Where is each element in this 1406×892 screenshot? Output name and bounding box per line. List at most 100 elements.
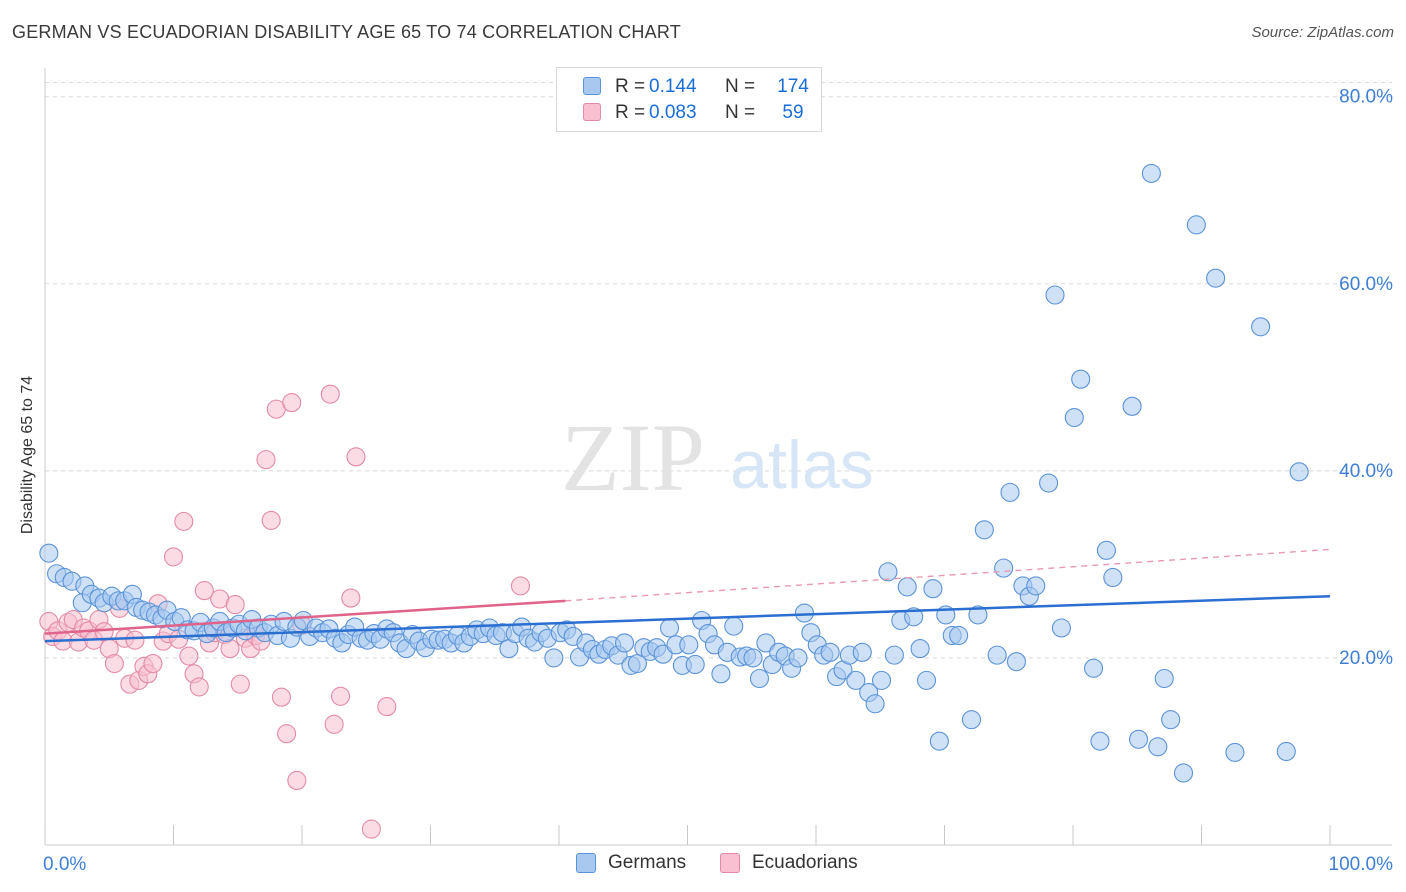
data-point xyxy=(320,384,340,404)
data-point xyxy=(1026,576,1046,596)
data-point xyxy=(884,645,904,665)
data-point xyxy=(878,562,898,582)
data-point xyxy=(287,770,307,791)
data-point xyxy=(1084,658,1104,678)
data-point xyxy=(220,639,240,659)
data-point xyxy=(865,694,885,714)
data-point xyxy=(685,654,705,675)
legend-n-value: 174 xyxy=(777,76,809,97)
legend-r-label: R = xyxy=(615,76,646,97)
watermark-zip: ZIP xyxy=(561,404,705,511)
y-tick-label: 20.0% xyxy=(1339,648,1393,669)
data-point xyxy=(361,819,381,839)
y-tick-label: 80.0% xyxy=(1339,87,1393,108)
data-point xyxy=(1051,618,1071,638)
legend-swatch-ecuadorians xyxy=(720,853,740,873)
legend-label-germans: Germans xyxy=(608,852,687,873)
data-point xyxy=(929,731,949,751)
axes xyxy=(44,68,1392,846)
data-point xyxy=(994,558,1014,578)
data-point xyxy=(1096,540,1116,560)
data-point xyxy=(256,450,276,470)
data-point xyxy=(271,687,291,707)
trend-lines xyxy=(44,548,1331,643)
series-ecuadorians xyxy=(39,384,531,839)
data-point xyxy=(544,648,564,668)
watermark-atlas: atlas xyxy=(730,427,874,503)
data-point xyxy=(788,648,808,668)
data-point xyxy=(1141,163,1161,183)
data-point xyxy=(916,670,937,690)
data-point xyxy=(1186,215,1206,235)
data-point xyxy=(1090,731,1110,751)
data-point xyxy=(1289,462,1309,482)
data-point xyxy=(1071,369,1091,389)
legend-swatch-germans xyxy=(576,853,596,873)
data-point xyxy=(897,577,917,597)
data-point xyxy=(756,633,776,653)
data-point xyxy=(1251,317,1271,337)
data-point xyxy=(1122,396,1142,416)
data-point xyxy=(987,645,1007,665)
data-point xyxy=(174,511,194,531)
data-point xyxy=(194,581,214,601)
data-point xyxy=(910,639,930,659)
data-point xyxy=(749,668,770,689)
data-point xyxy=(179,646,199,666)
data-point xyxy=(1225,742,1245,762)
data-point xyxy=(679,635,699,655)
data-point xyxy=(1128,729,1149,749)
data-point xyxy=(711,664,731,684)
data-point xyxy=(1006,652,1027,672)
x-tick-label: 100.0% xyxy=(1329,854,1394,875)
data-point xyxy=(341,588,361,608)
data-point xyxy=(974,520,994,540)
data-point xyxy=(104,653,124,674)
data-point xyxy=(852,642,872,662)
legend-label-ecuadorians: Ecuadorians xyxy=(752,852,858,873)
data-point xyxy=(282,393,302,413)
data-point xyxy=(794,603,814,623)
data-point xyxy=(949,625,969,646)
tick-labels: 20.0% 40.0% 60.0% 80.0% 0.0% 100.0% xyxy=(43,87,1393,875)
data-point xyxy=(377,697,397,717)
x-tick-label: 0.0% xyxy=(43,854,86,875)
legend-r-value: 0.083 xyxy=(649,102,697,123)
chart-title: GERMAN VS ECUADORIAN DISABILITY AGE 65 T… xyxy=(12,22,681,42)
data-point xyxy=(143,653,163,674)
trend-line-germans xyxy=(44,594,1331,643)
data-point xyxy=(1161,710,1181,730)
data-point xyxy=(1206,268,1226,288)
data-point xyxy=(125,630,145,650)
legend-swatch-ecuadorians xyxy=(583,103,601,121)
legend-r-label: R = xyxy=(615,102,646,123)
data-point xyxy=(923,579,943,599)
data-point xyxy=(261,510,281,530)
data-point xyxy=(1045,285,1065,305)
data-point xyxy=(189,677,209,697)
data-point xyxy=(1064,407,1084,428)
data-point xyxy=(614,633,635,653)
data-point xyxy=(653,644,673,664)
data-point xyxy=(330,686,351,706)
data-point xyxy=(324,714,344,734)
data-point xyxy=(820,642,840,662)
data-point xyxy=(230,674,250,694)
data-point xyxy=(277,724,297,744)
chart-source: Source: ZipAtlas.com xyxy=(1251,24,1394,41)
legend-r-value: 0.144 xyxy=(649,76,697,97)
data-point xyxy=(1039,473,1059,493)
data-point xyxy=(724,616,744,636)
data-point xyxy=(1154,668,1174,689)
data-point xyxy=(846,670,866,690)
data-point xyxy=(510,576,531,596)
data-point xyxy=(743,648,763,668)
trend-line-ecuadorians-extension xyxy=(565,548,1331,602)
y-tick-label: 60.0% xyxy=(1339,274,1393,295)
correlation-legend: R = 0.144 N = 174 R = 0.083 N = 59 xyxy=(556,67,822,132)
legend-n-label: N = xyxy=(725,102,756,123)
data-point xyxy=(346,447,366,467)
series-germans xyxy=(39,163,1309,783)
data-point xyxy=(968,605,988,625)
